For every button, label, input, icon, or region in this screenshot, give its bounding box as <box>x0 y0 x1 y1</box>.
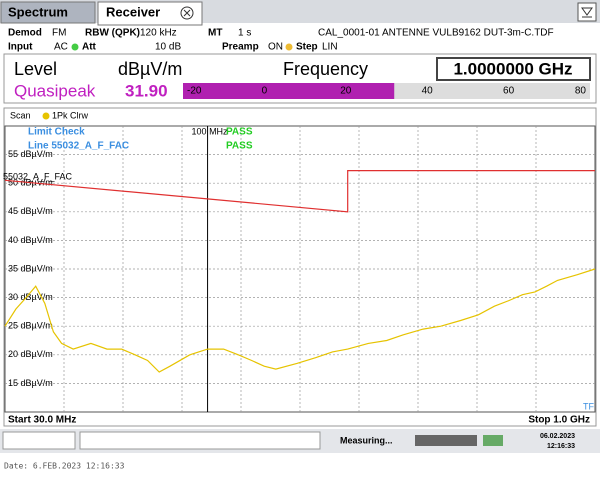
setting-label: Demod <box>8 28 42 39</box>
tab-label[interactable]: Receiver <box>106 4 160 19</box>
frequency-box[interactable] <box>436 57 591 81</box>
legend-label: 1Pk Clrw <box>52 110 89 120</box>
y-tick-label: 45 dBµV/m <box>8 206 53 216</box>
setting-value: 120 kHz <box>140 28 177 39</box>
trace <box>4 268 596 373</box>
menu-icon <box>581 7 593 18</box>
y-tick-label: 35 dBµV/m <box>8 263 53 273</box>
setting-value: AC <box>54 42 68 53</box>
status-icon <box>483 435 503 446</box>
footer: Date: 6.FEB.2023 12:16:33 <box>4 462 125 471</box>
y-tick-label: 55 dBµV/m <box>8 149 53 159</box>
meter-bar <box>183 83 395 99</box>
tab-label[interactable]: Spectrum <box>8 4 68 19</box>
setting-label: Att <box>82 42 97 53</box>
meter-tick-label: 0 <box>262 86 268 97</box>
meter-tick-label: 20 <box>340 86 352 97</box>
x-start: Start 30.0 MHz <box>8 415 76 426</box>
legend-dot <box>42 112 50 120</box>
meter-tick-label: 80 <box>575 86 587 97</box>
meter-unit: dBµV/m <box>118 59 182 79</box>
limit-check-title: Limit Check <box>28 127 85 138</box>
setting-value: FM <box>52 28 66 39</box>
status-date: 06.02.2023 <box>540 433 575 440</box>
progress-bar <box>415 435 477 446</box>
status-dot <box>285 43 293 51</box>
meter-tick-label: 60 <box>503 86 515 97</box>
status-dot <box>71 43 79 51</box>
setting-value: LIN <box>322 42 338 53</box>
x-stop: Stop 1.0 GHz <box>528 415 590 426</box>
setting-value: ON <box>268 42 283 53</box>
trace-label: Scan <box>10 110 31 120</box>
limit-result: PASS <box>226 127 253 138</box>
setting-label: Step <box>296 42 318 53</box>
setting-value: 10 dB <box>155 42 181 53</box>
meter-label: Level <box>14 59 57 79</box>
setting-value: CAL_0001-01 ANTENNE VULB9162 DUT-3m-C.TD… <box>318 28 554 39</box>
y-tick-label: 20 dBµV/m <box>8 349 53 359</box>
corner-label: TF <box>583 401 594 411</box>
plot-area <box>4 125 596 413</box>
status-time: 12:16:33 <box>547 443 575 450</box>
y-tick-label: 15 dBµV/m <box>8 378 53 388</box>
setting-label: Input <box>8 42 33 53</box>
frequency[interactable]: 1.0000000 GHz <box>453 59 572 78</box>
limit-line-name: Line 55032_A_F_FAC <box>28 141 129 152</box>
setting-value: 1 s <box>238 28 251 39</box>
y-tick-label: 40 dBµV/m <box>8 235 53 245</box>
detector: Quasipeak <box>14 81 96 100</box>
marker-label: 100 MHz <box>192 126 229 136</box>
y-tick-label: 30 dBµV/m <box>8 292 53 302</box>
setting-label: Preamp <box>222 42 259 53</box>
y-tick-label: 25 dBµV/m <box>8 321 53 331</box>
limit-result: PASS <box>226 141 253 152</box>
limit-line-label: 55032_A_F_FAC <box>3 172 73 182</box>
close-icon <box>183 9 191 17</box>
trace <box>4 170 595 213</box>
menu-button[interactable] <box>577 2 597 22</box>
status-field <box>2 431 76 450</box>
setting-label: RBW (QPK) <box>85 28 140 39</box>
tab[interactable] <box>0 1 96 24</box>
meter-label: Frequency <box>283 59 368 79</box>
meter-tick-label: -20 <box>187 86 202 97</box>
tab-active[interactable] <box>97 1 203 26</box>
status-text: Measuring... <box>340 435 393 445</box>
meter-value: 31.90 <box>125 81 168 100</box>
setting-label: MT <box>208 28 222 39</box>
meter-tick-label: 40 <box>422 86 434 97</box>
status-field <box>79 431 321 450</box>
